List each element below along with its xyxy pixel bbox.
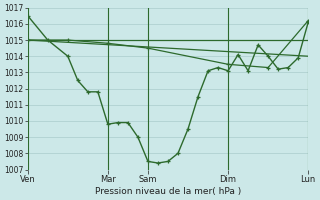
X-axis label: Pression niveau de la mer( hPa ): Pression niveau de la mer( hPa ) bbox=[95, 187, 241, 196]
